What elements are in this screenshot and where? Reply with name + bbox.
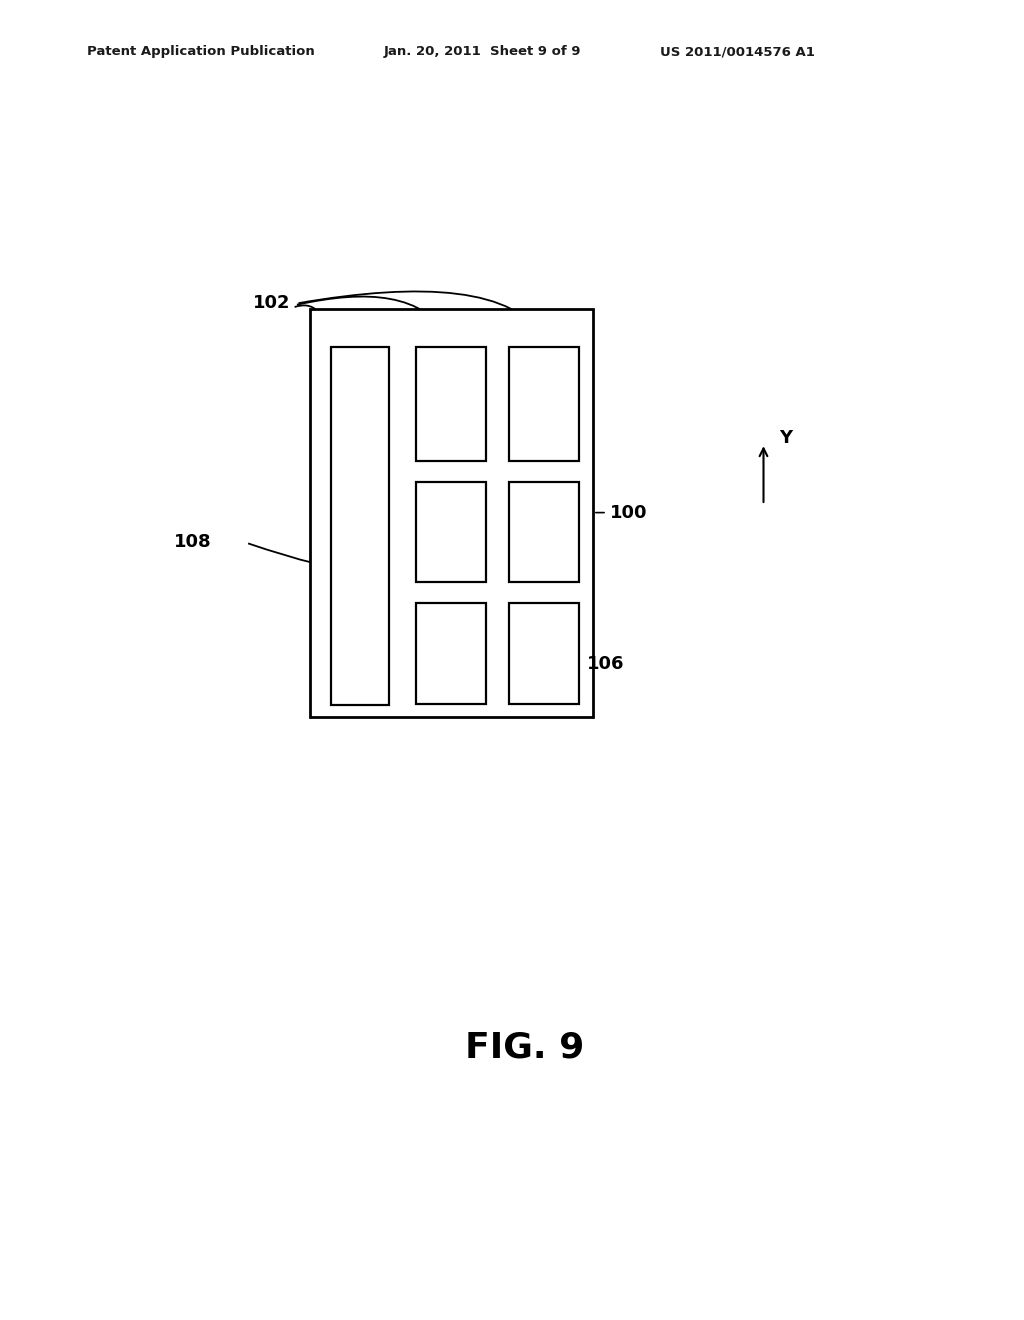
Text: Y: Y xyxy=(779,429,793,447)
Text: Patent Application Publication: Patent Application Publication xyxy=(87,45,314,58)
Text: 100: 100 xyxy=(610,504,647,521)
Bar xyxy=(310,309,593,717)
Text: US 2011/0014576 A1: US 2011/0014576 A1 xyxy=(660,45,815,58)
Text: Jan. 20, 2011  Sheet 9 of 9: Jan. 20, 2011 Sheet 9 of 9 xyxy=(384,45,582,58)
Bar xyxy=(331,347,389,705)
Text: 108: 108 xyxy=(174,533,212,550)
Text: FIG. 9: FIG. 9 xyxy=(465,1031,585,1065)
Text: 106: 106 xyxy=(587,655,625,672)
Bar xyxy=(417,603,486,704)
Bar xyxy=(509,347,579,461)
Text: 102: 102 xyxy=(253,294,291,312)
Bar xyxy=(417,347,486,461)
Bar xyxy=(509,482,579,582)
Bar xyxy=(509,603,579,704)
Bar xyxy=(417,482,486,582)
